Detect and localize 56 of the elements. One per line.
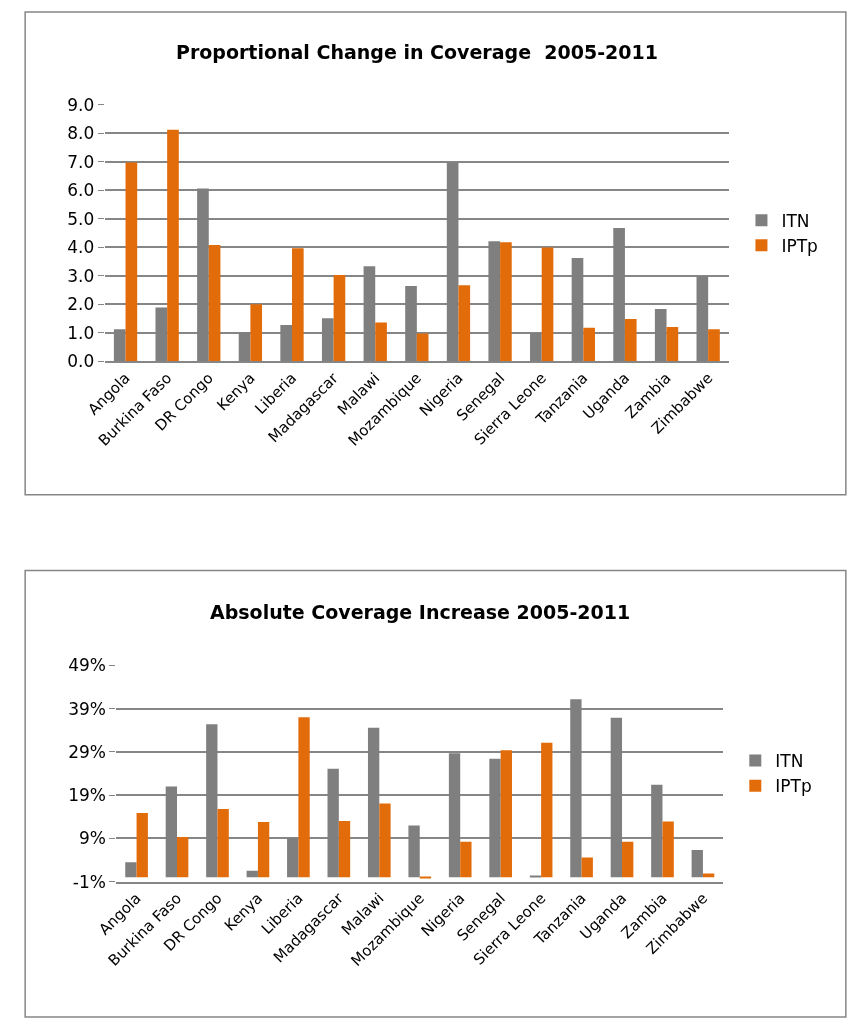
y-tick-label: 5.0	[67, 208, 95, 229]
bar	[177, 837, 189, 878]
bar	[583, 327, 595, 362]
bar	[292, 248, 304, 362]
bar	[246, 870, 258, 878]
bar	[529, 875, 542, 878]
legend-label: ITN	[775, 751, 804, 772]
bar	[375, 322, 387, 362]
bar	[136, 812, 148, 878]
y-tick-label: 0.0	[67, 351, 95, 372]
y-tick-label: 3.0	[67, 265, 95, 286]
bar	[167, 129, 179, 362]
y-tick-label: 29%	[68, 741, 106, 762]
legend-label: IPTp	[781, 235, 818, 256]
y-tick-label: 49%	[68, 655, 106, 676]
bar	[624, 319, 637, 362]
y-tick-label: 6.0	[67, 180, 95, 201]
bar	[662, 821, 674, 878]
bar	[581, 857, 593, 878]
bar	[257, 821, 270, 878]
y-tick-label: 39%	[68, 698, 106, 719]
bar	[666, 326, 679, 362]
y-tick-label: 2.0	[67, 294, 95, 315]
y-tick-label: 8.0	[67, 123, 95, 144]
bar	[541, 247, 554, 362]
bar	[708, 329, 720, 362]
bar	[125, 162, 138, 362]
y-tick-label: 9.0	[67, 94, 95, 115]
bar	[419, 876, 432, 879]
bar	[208, 244, 221, 362]
y-tick-label: 1.0	[67, 322, 95, 343]
bar	[541, 742, 553, 878]
bar	[500, 242, 512, 362]
y-tick-label: 9%	[78, 828, 106, 849]
bar	[250, 304, 263, 362]
bar	[691, 850, 703, 878]
bar	[702, 873, 715, 878]
bar	[333, 275, 346, 362]
y-tick-label: 7.0	[67, 151, 95, 172]
y-tick-label: 4.0	[67, 237, 95, 258]
bar	[460, 841, 472, 878]
bar	[217, 809, 229, 878]
bar	[338, 821, 351, 878]
y-tick-label: 19%	[68, 785, 106, 806]
bar	[379, 803, 391, 878]
legend-label: ITN	[781, 210, 810, 231]
y-tick-label: -1%	[72, 871, 106, 892]
bar	[622, 841, 634, 878]
bar	[416, 333, 429, 362]
chart-title: Absolute Coverage Increase 2005-2011	[210, 601, 631, 623]
chart-title: Proportional Change in Coverage 2005-2011	[176, 41, 658, 63]
bar	[458, 285, 471, 362]
bar	[500, 750, 512, 878]
bar	[125, 862, 137, 878]
legend-label: IPTp	[775, 776, 812, 797]
bar	[298, 717, 310, 878]
